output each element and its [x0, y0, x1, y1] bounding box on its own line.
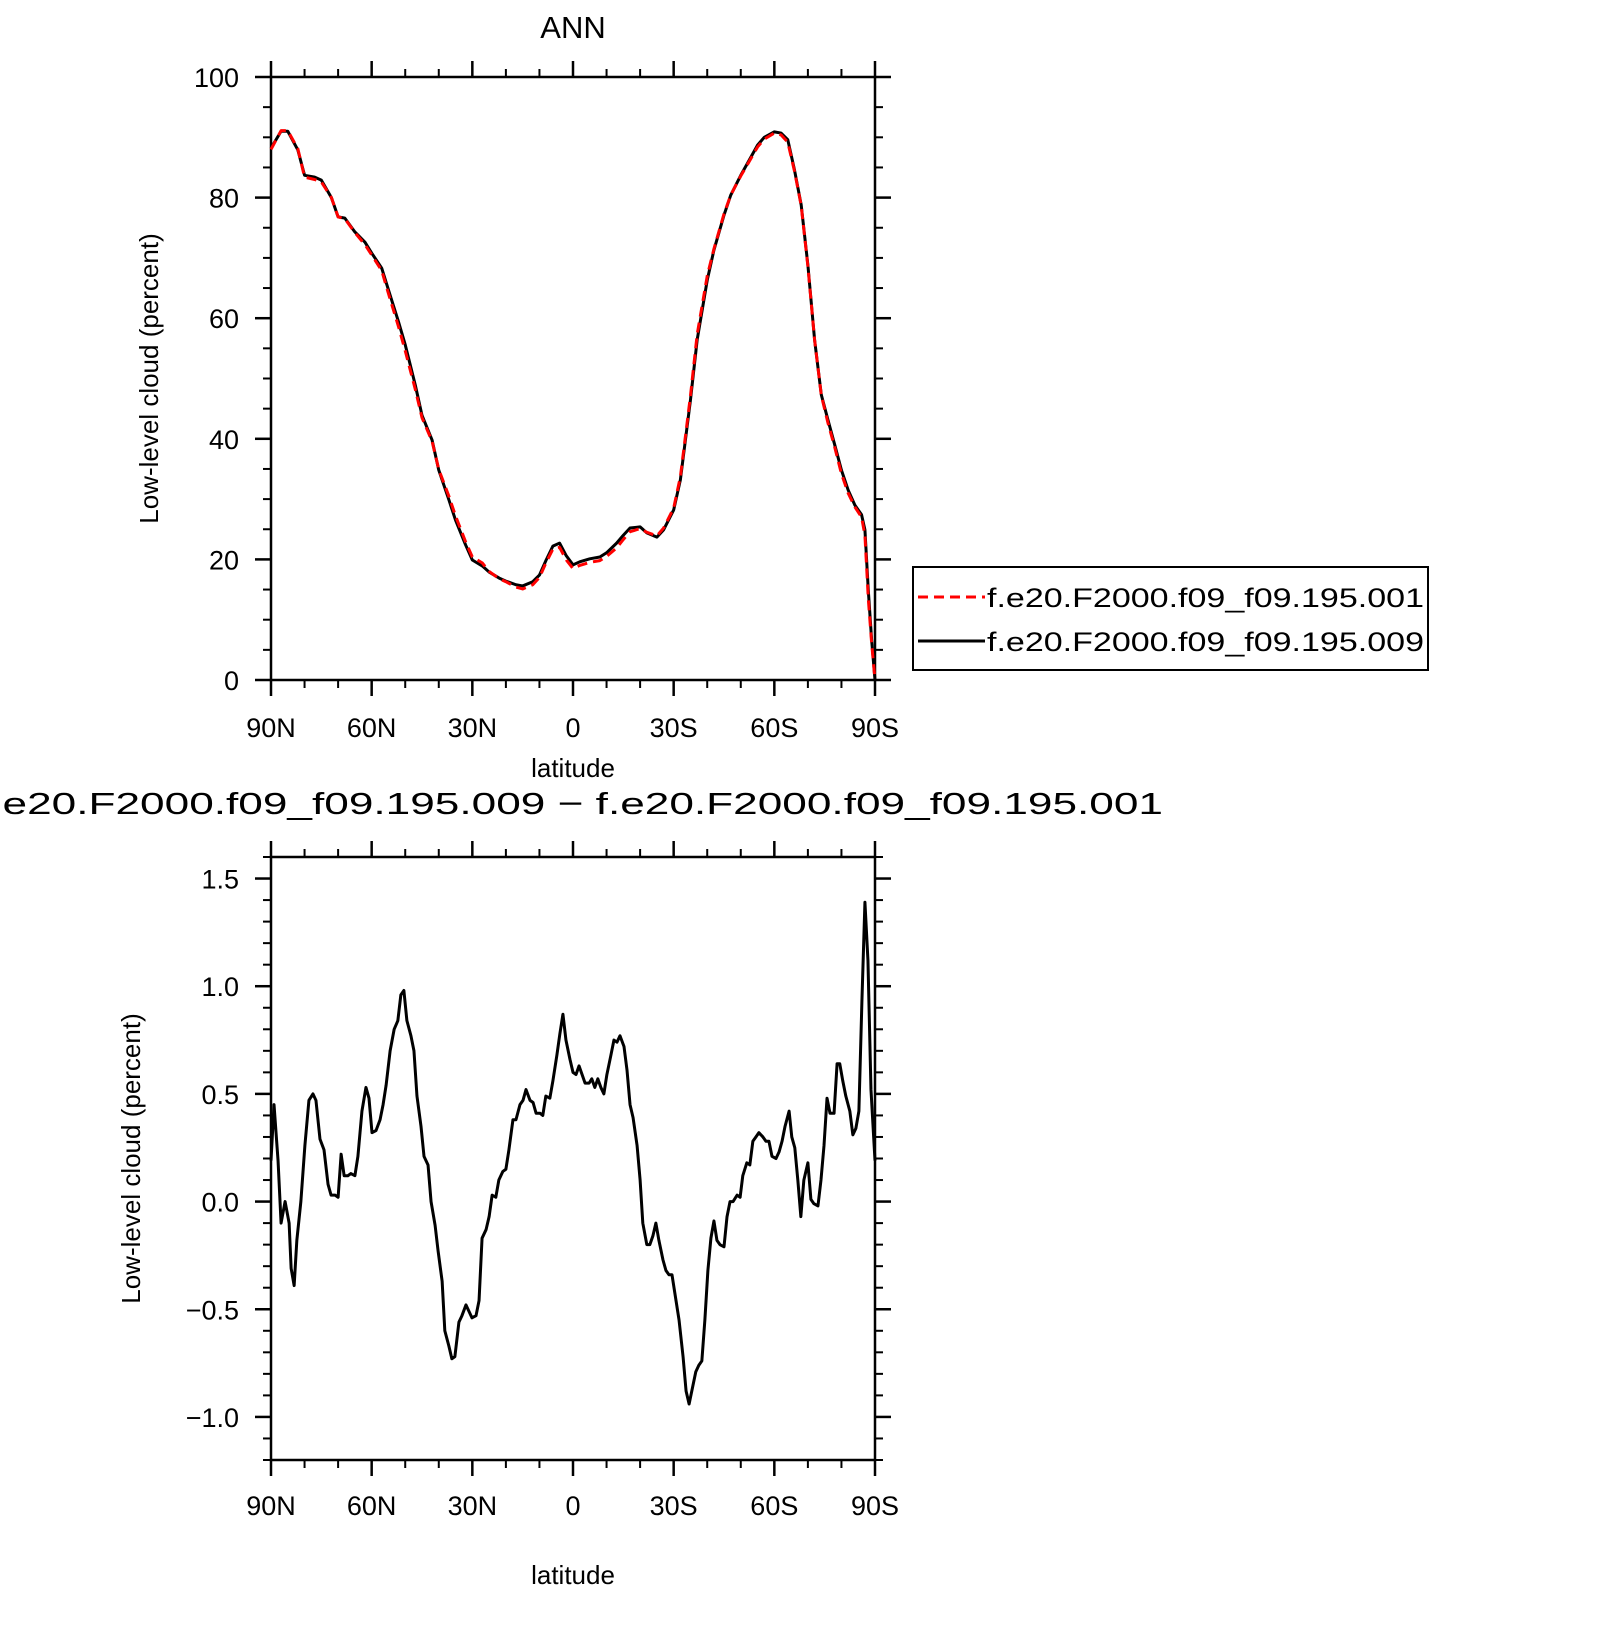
y-tick-label: 1.5 [201, 865, 239, 895]
x-tick-label: 90N [246, 1491, 296, 1521]
y-axis-label: Low-level cloud (percent) [134, 233, 164, 523]
plot-frame [269, 855, 877, 1462]
x-axis-label: latitude [531, 753, 615, 783]
y-tick-label: 0.0 [201, 1188, 239, 1218]
y-tick-label: 100 [194, 63, 239, 93]
data-line [269, 129, 877, 681]
x-tick-label: 0 [565, 713, 580, 743]
plot-frame [269, 75, 877, 682]
y-axis-label: Low-level cloud (percent) [116, 1013, 146, 1303]
y-tick-label: 1.0 [201, 972, 239, 1002]
data-line [269, 129, 877, 681]
legend-label: f.e20.F2000.f09_f09.195.001 [987, 583, 1424, 613]
x-tick-label: 90S [851, 1491, 899, 1521]
x-tick-label: 30N [448, 713, 498, 743]
x-tick-label: 60N [347, 713, 397, 743]
y-tick-label: 40 [209, 425, 239, 455]
x-tick-label: 60S [750, 1491, 798, 1521]
x-tick-label: 90N [246, 713, 296, 743]
x-tick-label: 30S [650, 713, 698, 743]
y-tick-label: −0.5 [186, 1295, 239, 1325]
y-tick-label: −1.0 [186, 1403, 239, 1433]
x-tick-label: 60S [750, 713, 798, 743]
x-tick-label: 0 [565, 1491, 580, 1521]
legend-box [912, 566, 1429, 671]
legend-label: f.e20.F2000.f09_f09.195.009 [987, 627, 1424, 657]
y-tick-label: 60 [209, 304, 239, 334]
chart-title: f.e20.F2000.f09_f09.195.009 − f.e20.F200… [0, 786, 1163, 821]
y-tick-label: 20 [209, 545, 239, 575]
chart-title: ANN [540, 10, 605, 45]
y-tick-label: 0.5 [201, 1080, 239, 1110]
y-tick-label: 0 [224, 666, 239, 696]
x-axis-label: latitude [531, 1560, 615, 1590]
data-line [269, 900, 877, 1406]
x-tick-label: 60N [347, 1491, 397, 1521]
y-tick-label: 80 [209, 184, 239, 214]
x-tick-label: 90S [851, 713, 899, 743]
x-tick-label: 30N [448, 1491, 498, 1521]
x-tick-label: 30S [650, 1491, 698, 1521]
